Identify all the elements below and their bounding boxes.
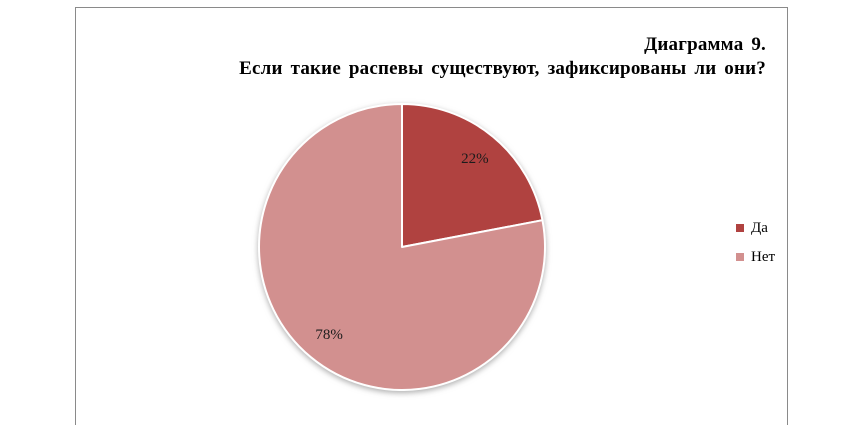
legend-label-no: Нет <box>751 249 776 265</box>
chart-title: Диаграмма 9. Если такие распевы существу… <box>239 33 766 81</box>
legend-item-no: Нет <box>736 249 776 265</box>
pie-data-label-1: 78% <box>315 327 343 343</box>
legend-label-yes: Да <box>751 220 768 236</box>
chart-legend: Да Нет <box>736 220 776 265</box>
legend-swatch-yes-icon <box>736 224 744 232</box>
legend-item-yes: Да <box>736 220 775 236</box>
pie-data-label-0: 22% <box>461 151 489 167</box>
pie-chart: 22% 78% <box>258 103 546 391</box>
pie-slice-1 <box>258 103 546 391</box>
pie-data-labels: 22% 78% <box>315 151 488 343</box>
pie-slice-0 <box>401 103 544 248</box>
chart-title-line2: Если такие распевы существуют, зафиксиро… <box>239 58 766 79</box>
legend-swatch-no-icon <box>736 253 744 261</box>
pie-slices-group <box>258 103 546 391</box>
chart-title-line1: Диаграмма 9. <box>644 34 766 55</box>
